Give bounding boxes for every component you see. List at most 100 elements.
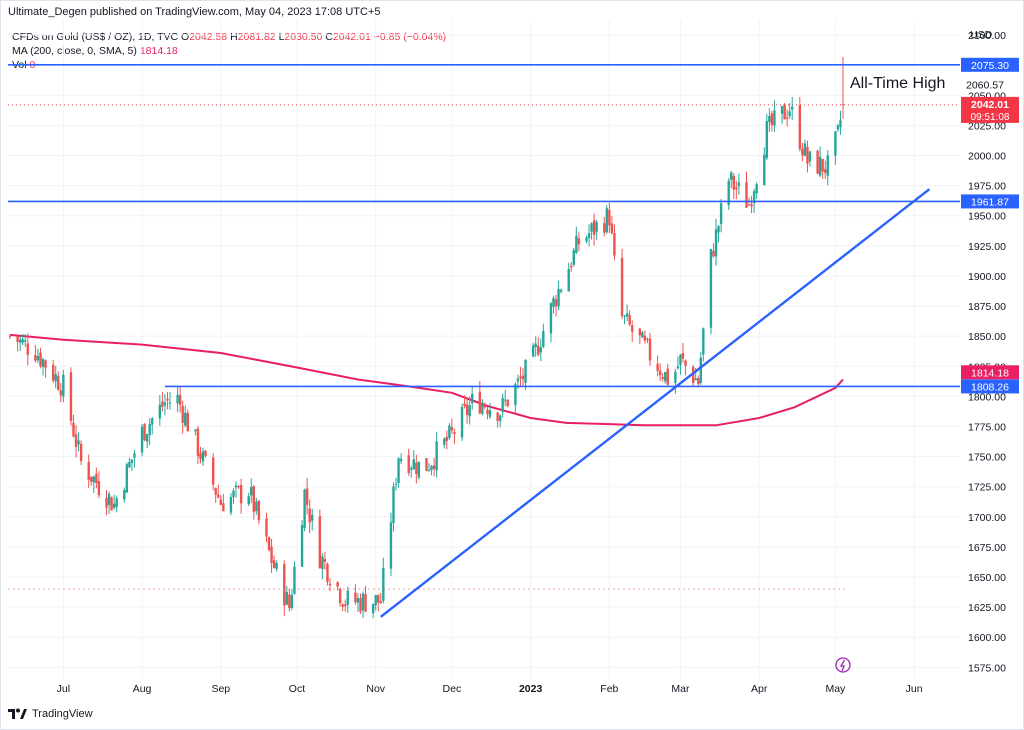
candle-body bbox=[72, 422, 75, 437]
candle-body bbox=[824, 169, 827, 173]
candle-body bbox=[356, 598, 360, 603]
candles-group bbox=[8, 56, 845, 619]
price-axis[interactable]: 1575.00 1600.00 1625.00 1650.00 1675.00 1700.… bbox=[968, 29, 1006, 674]
candle-body bbox=[638, 328, 642, 336]
candle-body bbox=[194, 429, 197, 432]
candle-body bbox=[87, 461, 90, 480]
candle-body bbox=[572, 250, 575, 265]
candle-body bbox=[389, 522, 393, 569]
y-tick-label: 1900.00 bbox=[968, 271, 1006, 283]
candle-body bbox=[239, 485, 243, 504]
candle-body bbox=[267, 537, 271, 551]
candle-body bbox=[803, 143, 807, 156]
candle-body bbox=[445, 436, 449, 441]
candle-body bbox=[237, 486, 240, 488]
price-label-2060: 2060.57 bbox=[966, 79, 1004, 91]
candle-body bbox=[186, 412, 189, 432]
candle-body bbox=[161, 401, 164, 407]
candle-body bbox=[664, 372, 667, 382]
candle-body bbox=[26, 343, 29, 355]
candle-body bbox=[732, 175, 735, 190]
candle-body bbox=[709, 249, 713, 328]
candle-body bbox=[338, 589, 342, 604]
candle-body bbox=[570, 265, 573, 268]
candle-body bbox=[674, 371, 677, 383]
candle-body bbox=[219, 499, 222, 505]
candle-body bbox=[750, 204, 753, 207]
candle-body bbox=[201, 451, 205, 462]
candle-body bbox=[394, 483, 398, 485]
y-tick-label: 2025.00 bbox=[968, 120, 1006, 132]
legend-close-value: 2042.01 bbox=[332, 31, 371, 43]
candle-body bbox=[199, 453, 202, 460]
footer-brand[interactable]: TradingView bbox=[8, 708, 93, 720]
legend-symbol: CFDs on Gold (US$ / OZ), 1D, TVC bbox=[12, 31, 179, 43]
candle-body bbox=[496, 412, 499, 421]
candle-body bbox=[288, 594, 291, 609]
publisher-line: Ultimate_Degen published on TradingView.… bbox=[8, 6, 381, 18]
candle-body bbox=[763, 154, 766, 186]
candle-body bbox=[407, 455, 410, 474]
candle-body bbox=[488, 410, 492, 417]
countdown-label: 09:51:08 bbox=[971, 112, 1010, 123]
candle-body bbox=[204, 450, 207, 456]
candle-body bbox=[542, 331, 545, 348]
candle-body bbox=[531, 345, 535, 357]
y-tick-label: 1725.00 bbox=[968, 482, 1006, 494]
candle-body bbox=[608, 209, 611, 226]
price-badges: 2075.30 1961.87 1808.26 2060.57 2042.0109:51… bbox=[961, 57, 1019, 394]
candle-body bbox=[430, 465, 433, 470]
x-tick-label: 2023 bbox=[519, 683, 543, 695]
candle-body bbox=[163, 402, 167, 406]
candle-body bbox=[222, 503, 225, 512]
candle-body bbox=[128, 462, 131, 468]
candle-body bbox=[92, 476, 96, 483]
legend-close-label: C bbox=[325, 31, 333, 43]
y-tick-label: 1700.00 bbox=[968, 512, 1006, 524]
chart-legend: CFDs on Gold (US$ / OZ), 1D, TVC O2042.5… bbox=[12, 30, 446, 72]
candle-body bbox=[656, 363, 659, 371]
candle-body bbox=[59, 390, 62, 396]
candle-body bbox=[468, 405, 471, 417]
candle-body bbox=[399, 458, 403, 462]
candle-body bbox=[785, 117, 789, 119]
candle-body bbox=[590, 223, 593, 232]
candle-body bbox=[559, 289, 563, 292]
x-tick-label: Apr bbox=[751, 683, 768, 695]
y-tick-label: 2000.00 bbox=[968, 150, 1006, 162]
last-price-badge bbox=[961, 96, 1019, 123]
candle-body bbox=[184, 412, 187, 426]
candle-body bbox=[410, 468, 413, 470]
candle-body bbox=[450, 427, 454, 431]
candle-body bbox=[641, 332, 644, 338]
candle-body bbox=[62, 374, 65, 397]
candle-body bbox=[16, 336, 19, 342]
level-badge-label: 1961.87 bbox=[971, 196, 1009, 208]
y-tick-label: 1850.00 bbox=[968, 331, 1006, 343]
candle-body bbox=[534, 343, 537, 348]
legend-ma-row[interactable]: MA (200, close, 0, SMA, 5) 1814.18 bbox=[12, 44, 446, 58]
candle-body bbox=[821, 158, 824, 172]
legend-ohlc-row[interactable]: CFDs on Gold (US$ / OZ), 1D, TVC O2042.5… bbox=[12, 30, 446, 44]
candle-body bbox=[648, 338, 652, 361]
candle-body bbox=[448, 425, 451, 439]
candle-body bbox=[361, 593, 365, 611]
candle-body bbox=[51, 364, 55, 381]
y-tick-label: 1975.00 bbox=[968, 181, 1006, 193]
candle-body bbox=[415, 462, 418, 475]
candle-body bbox=[661, 377, 664, 379]
dividend-icon[interactable] bbox=[835, 657, 851, 673]
candle-body bbox=[516, 378, 520, 382]
candle-body bbox=[90, 476, 93, 482]
level-badge bbox=[961, 57, 1019, 72]
candle-body bbox=[217, 494, 220, 498]
time-axis[interactable]: Jul Aug Sep Oct Nov Dec 2023 Feb Mar Apr May Jun bbox=[57, 683, 923, 695]
x-tick-label: Mar bbox=[671, 683, 690, 695]
candle-body bbox=[303, 489, 306, 528]
candle-body bbox=[658, 370, 662, 376]
candle-body bbox=[95, 473, 98, 484]
candle-body bbox=[702, 328, 705, 355]
candle-body bbox=[806, 146, 809, 164]
candle-body bbox=[727, 180, 730, 206]
